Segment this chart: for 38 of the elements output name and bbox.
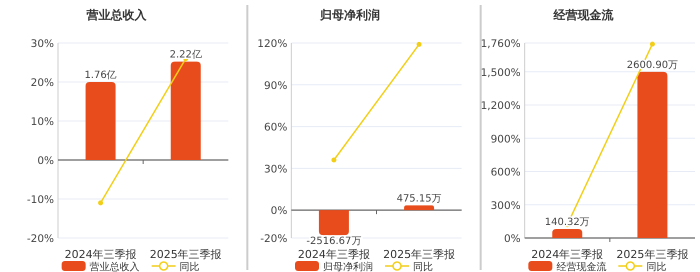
- y-tick-label: 30%: [264, 163, 288, 176]
- y-tick-label: 900%: [490, 133, 521, 146]
- y-tick-label: 60%: [264, 122, 288, 134]
- y-tick-label: 600%: [490, 166, 521, 179]
- data-label: 475.15万: [396, 193, 442, 204]
- x-tick-label: 2025年三季报: [150, 248, 222, 261]
- y-tick-label: -10%: [26, 194, 54, 206]
- y-tick-label: 300%: [490, 200, 521, 212]
- x-tick-label: 2024年三季报: [531, 248, 604, 261]
- y-tick-label: -20%: [26, 233, 54, 245]
- y-tick-label: 1,760%: [480, 38, 521, 50]
- y-tick-label: -20%: [260, 233, 288, 245]
- x-tick-label: 2025年三季报: [616, 248, 688, 261]
- y-tick-label: 30%: [30, 38, 54, 50]
- y-tick-label: 0%: [504, 233, 521, 245]
- y-tick-label: 20%: [30, 77, 54, 89]
- y-tick-label: 1,200%: [480, 100, 521, 112]
- chart-title: 经营现金流: [552, 8, 614, 22]
- legend-label: 营业总收入: [90, 261, 140, 272]
- chart-title: 归母净利润: [319, 8, 380, 22]
- y-tick-label: 1,500%: [480, 66, 521, 79]
- x-tick-label: 2025年三季报: [383, 248, 456, 261]
- y-tick-label: 10%: [30, 116, 54, 128]
- legend-label: 经营现金流: [556, 261, 606, 272]
- chart-title: 营业总收入: [86, 8, 148, 22]
- legend-label: 同比: [646, 261, 666, 272]
- y-tick-label: 90%: [264, 80, 288, 92]
- y-tick-label: 0%: [37, 155, 54, 167]
- data-label: -2516.67万: [306, 236, 362, 248]
- y-tick-label: 0%: [270, 205, 288, 218]
- y-tick-label: 120%: [257, 38, 288, 50]
- data-label: 1.76亿: [84, 70, 117, 81]
- legend-label: 同比: [413, 261, 433, 272]
- legend-label: 同比: [180, 261, 200, 272]
- data-label: 2.22亿: [170, 50, 202, 61]
- legend-label: 归母净利润: [323, 261, 373, 272]
- x-tick-label: 2024年三季报: [298, 248, 370, 261]
- x-tick-label: 2024年三季报: [64, 248, 137, 261]
